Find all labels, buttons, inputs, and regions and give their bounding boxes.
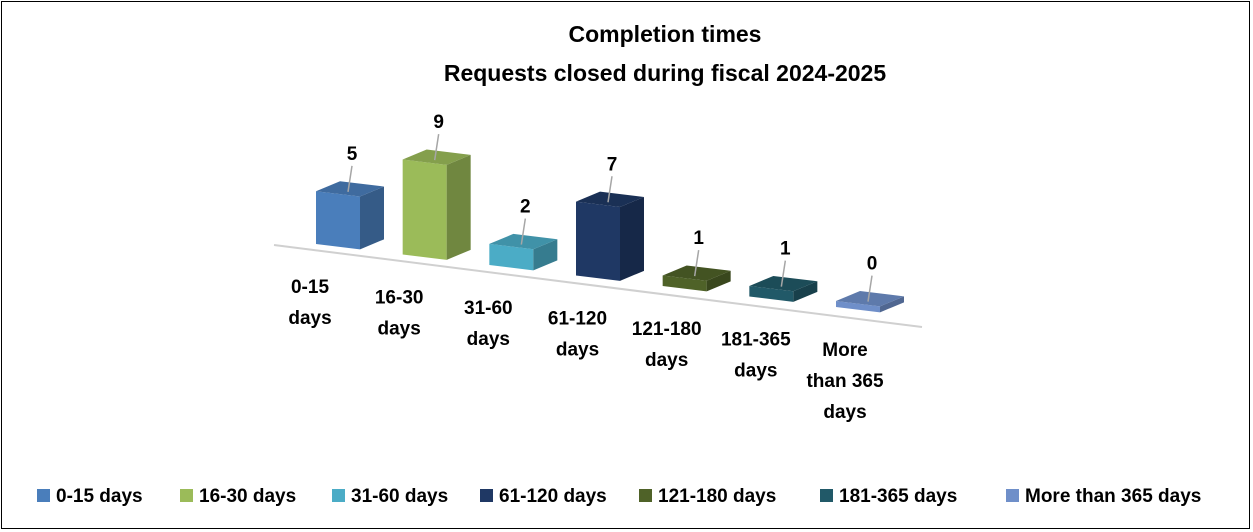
legend-swatch [480,489,493,502]
legend-label: 31-60 days [351,486,448,507]
bar-side [793,281,818,302]
category-label: 181-365 [721,330,791,351]
leader-line [607,176,613,203]
category-label: More [822,340,867,361]
leader-line [780,260,787,287]
legend-swatch [1006,489,1019,502]
category-labels-group: 0-15 days 16-30 days 31-60 days 61-120 days 121-… [288,277,884,423]
leader-line [433,134,440,161]
bar-side [360,186,384,250]
legend-swatch [37,489,50,502]
legend-item-3: 61-120 days [480,486,607,507]
bar-6: 0 [836,254,904,313]
bars-group: 5 9 2 7 1 1 0 [316,112,904,313]
data-label: 1 [693,228,704,249]
floor-line [273,244,923,328]
legend-swatch [639,489,652,502]
data-label: 5 [347,144,358,165]
bar-side [620,196,644,281]
legend-label: 121-180 days [658,486,776,507]
legend-swatch [180,489,193,502]
leader-line [693,249,700,277]
bar-front [662,275,707,292]
legend-swatch [332,489,345,502]
legend: 0-15 days 16-30 days 31-60 days 61-120 days… [37,486,1201,507]
category-label: 61-120 [548,309,607,330]
legend-label: More than 365 days [1025,486,1201,507]
bar-top [836,291,904,307]
data-label: 7 [607,154,618,175]
leader-line [867,275,873,302]
bar-side [880,296,904,313]
leader-line [347,165,353,193]
bar-4: 1 [662,228,731,292]
category-label: than 365 [806,371,884,392]
bar-front [836,301,880,313]
legend-item-2: 31-60 days [332,486,448,507]
bar-top [749,275,818,292]
bar-top [662,265,731,281]
bar-front [576,201,620,281]
bar-2: 2 [489,197,558,271]
bar-front [402,159,447,260]
legend-label: 0-15 days [56,486,143,507]
category-label: days [378,319,421,340]
bar-top [402,149,471,165]
legend-label: 61-120 days [499,486,607,507]
chart-title: Completion times [569,21,762,47]
category-label: 121-180 [632,319,702,340]
category-label: days [288,308,331,329]
bar-front [749,285,794,302]
legend-item-4: 121-180 days [639,486,776,507]
data-label: 1 [780,239,791,260]
category-label: 16-30 [375,288,424,309]
data-label: 2 [520,197,531,218]
category-label: days [823,402,866,423]
bar-front [316,191,360,250]
category-label: days [467,329,510,350]
bar-top [576,191,644,207]
legend-item-1: 16-30 days [180,486,296,507]
legend-item-5: 181-365 days [820,486,957,507]
category-label: days [734,361,777,382]
category-label: days [645,350,688,371]
bar-top [489,233,558,250]
legend-label: 181-365 days [839,486,957,507]
legend-item-0: 0-15 days [37,486,143,507]
bar-1: 9 [402,112,471,260]
bar-0: 5 [316,144,384,250]
bar-3: 7 [576,154,644,281]
bar-front [489,243,534,271]
legend-item-6: More than 365 days [1006,486,1201,507]
bar-top [316,181,384,197]
legend-label: 16-30 days [199,486,296,507]
data-label: 9 [433,112,444,133]
bar-side [533,239,558,271]
bar-side [706,270,731,292]
category-label: 0-15 [291,277,329,298]
leader-line [520,218,527,245]
legend-swatch [820,489,833,502]
bar-5: 1 [749,239,818,302]
data-label: 0 [867,254,878,275]
category-label: 31-60 [464,298,513,319]
category-label: days [556,340,599,361]
bar-side [446,154,471,260]
chart-subtitle: Requests closed during fiscal 2024-2025 [444,60,887,86]
